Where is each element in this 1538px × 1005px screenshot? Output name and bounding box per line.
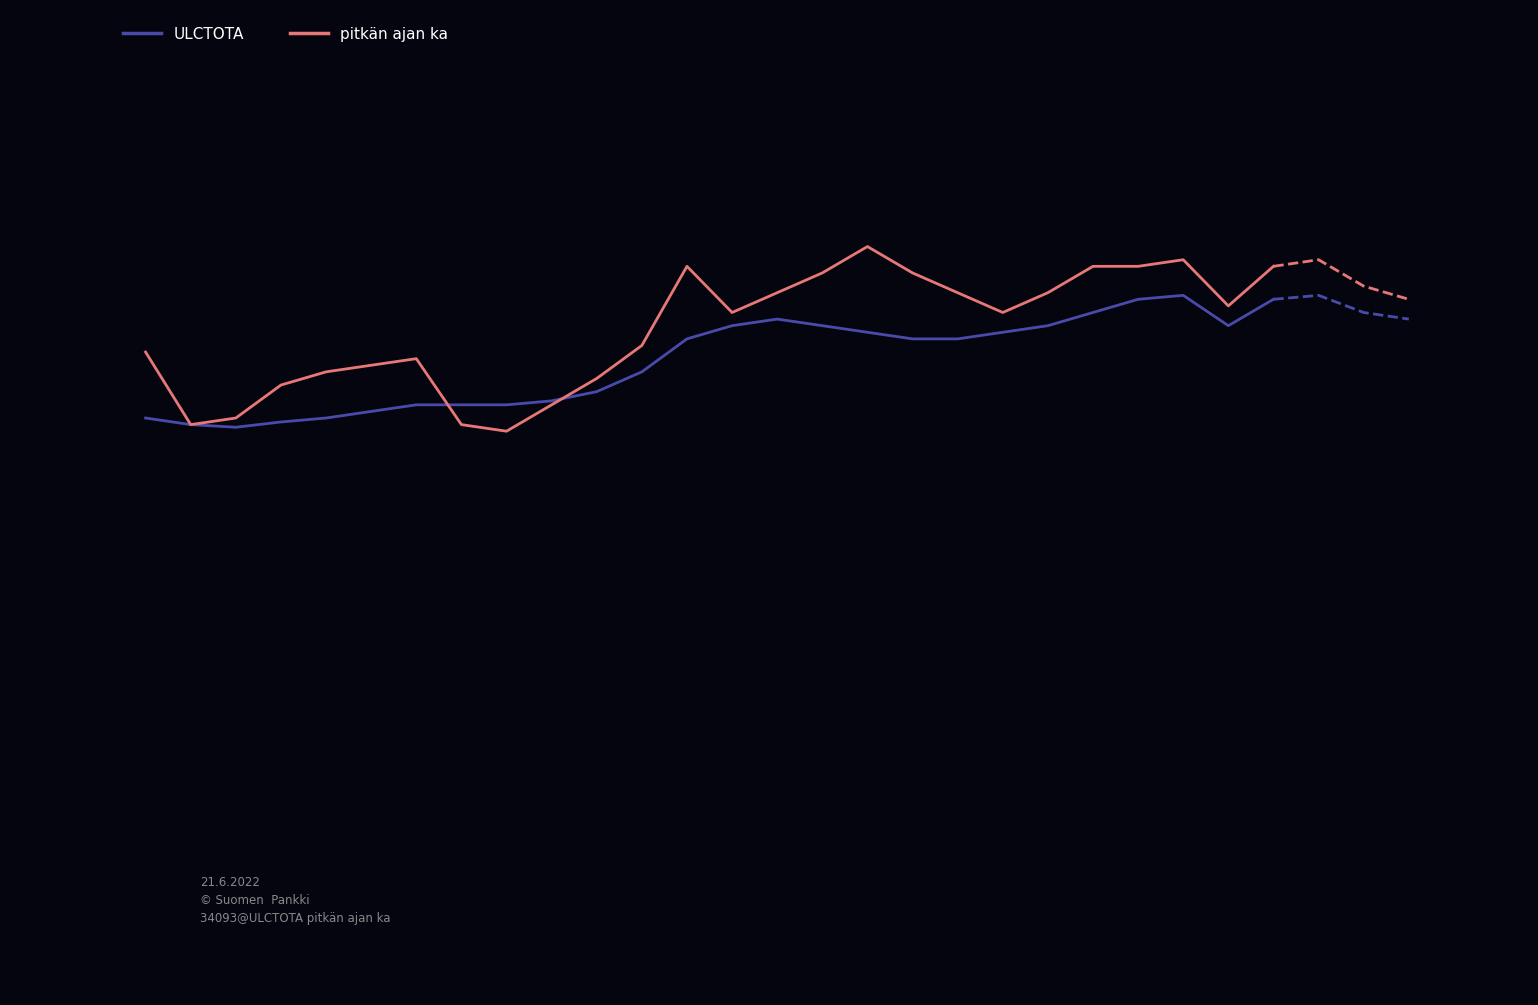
Text: 21.6.2022
© Suomen  Pankki
34093@ULCTOTA pitkän ajan ka: 21.6.2022 © Suomen Pankki 34093@ULCTOTA … xyxy=(200,875,391,925)
Legend: ULCTOTA, pitkän ajan ka: ULCTOTA, pitkän ajan ka xyxy=(117,21,454,48)
